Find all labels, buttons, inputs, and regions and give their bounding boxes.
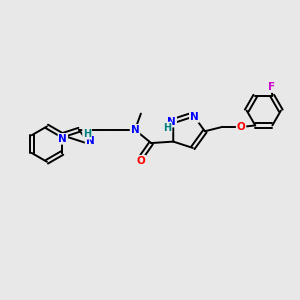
- Text: N: N: [58, 134, 67, 144]
- Text: H: H: [83, 129, 91, 139]
- Text: N: N: [85, 136, 94, 146]
- Text: O: O: [136, 156, 145, 166]
- Text: F: F: [268, 82, 275, 92]
- Text: H: H: [163, 122, 171, 133]
- Text: N: N: [167, 117, 176, 127]
- Text: N: N: [130, 125, 140, 135]
- Text: O: O: [237, 122, 245, 132]
- Text: N: N: [190, 112, 199, 122]
